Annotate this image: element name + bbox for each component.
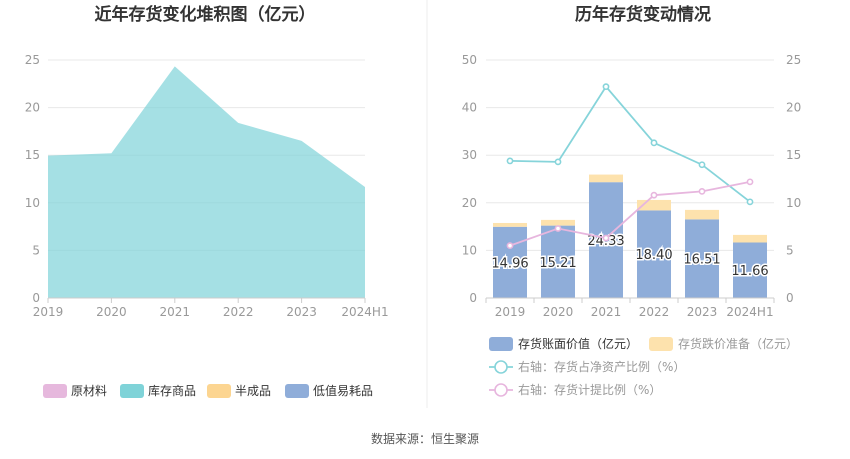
series-line bbox=[509, 180, 751, 247]
bar bbox=[733, 234, 767, 243]
right-left-y-tick-label: 10 bbox=[462, 243, 477, 257]
left-y-tick-label: 20 bbox=[25, 101, 40, 115]
left-x-tick-label: 2019 bbox=[33, 305, 64, 319]
left-x-tick-label: 2020 bbox=[96, 305, 127, 319]
line-point bbox=[698, 187, 706, 195]
right-x-axis: 2019 2020 2021 2022 2023 2024H1 bbox=[485, 297, 775, 319]
legend-swatch bbox=[489, 337, 513, 351]
line-point bbox=[506, 157, 514, 165]
right-right-y-tick-label: 5 bbox=[786, 243, 794, 257]
legend-label: 半成品 bbox=[235, 384, 271, 398]
left-y-tick-label: 25 bbox=[25, 53, 40, 67]
legend-label: 原材料 bbox=[71, 384, 107, 398]
right-left-y-tick-label: 50 bbox=[462, 53, 477, 67]
bar bbox=[541, 219, 575, 226]
line-point bbox=[746, 178, 754, 186]
right-right-y-tick-label: 15 bbox=[786, 148, 801, 162]
legend-label: 右轴：存货占净资产比例（%） bbox=[518, 359, 685, 374]
bar bbox=[541, 225, 575, 298]
legend-label: 库存商品 bbox=[148, 383, 196, 398]
right-left-y-tick-label: 20 bbox=[462, 196, 477, 210]
legend-swatch bbox=[285, 384, 309, 398]
right-x-tick-label: 2024H1 bbox=[726, 305, 773, 319]
bar-data-label: 24.33 bbox=[587, 234, 624, 249]
left-y-tick-label: 10 bbox=[25, 196, 40, 210]
line-point bbox=[650, 139, 658, 147]
right-left-y-tick-label: 30 bbox=[462, 148, 477, 162]
line-point bbox=[746, 198, 754, 206]
line-point bbox=[506, 242, 514, 250]
legend-marker bbox=[494, 383, 508, 397]
bar-data-label: 16.51 bbox=[683, 253, 720, 268]
left-chart-title: 近年存货变化堆积图（亿元） bbox=[95, 4, 316, 25]
bar bbox=[733, 242, 767, 298]
right-x-tick-label: 2019 bbox=[495, 305, 526, 319]
right-right-y-tick-label: 10 bbox=[786, 196, 801, 210]
right-x-tick-label: 2023 bbox=[687, 305, 718, 319]
left-x-axis: 2019 2020 2021 2022 2023 2024H1 bbox=[33, 297, 389, 319]
left-x-tick-label: 2023 bbox=[286, 305, 317, 319]
right-bar-layer: 14.96 15.21 24.33 18.40 16.51 11.66 bbox=[490, 174, 770, 298]
legend-label: 低值易耗品 bbox=[313, 383, 373, 398]
legend-label: 右轴：存货计提比例（%） bbox=[518, 382, 661, 397]
right-left-y-tick-label: 40 bbox=[462, 101, 477, 115]
right-right-y-tick-label: 0 bbox=[786, 291, 794, 305]
line-point bbox=[698, 161, 706, 169]
left-y-tick-label: 5 bbox=[32, 243, 40, 257]
right-line-layer bbox=[506, 83, 754, 250]
line-point bbox=[554, 225, 562, 232]
legend-label: 存货跌价准备（亿元） bbox=[678, 336, 798, 351]
legend-label: 存货账面价值（亿元） bbox=[518, 336, 638, 351]
legend-marker bbox=[494, 360, 508, 374]
bar bbox=[589, 174, 623, 183]
left-y-tick-label: 0 bbox=[32, 291, 40, 305]
line-point bbox=[554, 158, 562, 166]
bar-data-label: 18.40 bbox=[635, 248, 672, 263]
legend-swatch bbox=[649, 337, 673, 351]
left-x-tick-label: 2021 bbox=[160, 305, 191, 319]
left-area-layer bbox=[48, 66, 365, 298]
right-chart-title: 历年存货变动情况 bbox=[575, 4, 711, 25]
left-x-tick-label: 2022 bbox=[223, 305, 254, 319]
right-legend: 存货账面价值（亿元） 存货跌价准备（亿元） 右轴：存货占净资产比例（%） 右轴：存货计… bbox=[489, 336, 798, 397]
line-point bbox=[602, 83, 610, 91]
bar-data-label: 15.21 bbox=[539, 256, 576, 271]
legend-swatch bbox=[43, 384, 67, 398]
right-x-tick-label: 2022 bbox=[639, 305, 670, 319]
series-line bbox=[509, 85, 751, 203]
left-legend: 原材料 库存商品 半成品 低值易耗品 bbox=[43, 383, 373, 398]
bar-data-label: 14.96 bbox=[491, 256, 528, 271]
bar bbox=[685, 219, 719, 298]
bar bbox=[685, 209, 719, 220]
right-right-y-tick-label: 25 bbox=[786, 53, 801, 67]
right-left-y-tick-label: 0 bbox=[469, 291, 477, 305]
bar bbox=[637, 210, 671, 298]
line-point bbox=[650, 191, 658, 199]
right-x-tick-label: 2021 bbox=[591, 305, 622, 319]
data-source: 数据来源：恒生聚源 bbox=[371, 431, 479, 446]
bar bbox=[493, 222, 527, 227]
left-x-tick-label: 2024H1 bbox=[341, 305, 388, 319]
left-y-tick-label: 15 bbox=[25, 148, 40, 162]
bar bbox=[493, 226, 527, 298]
right-right-y-tick-label: 20 bbox=[786, 101, 801, 115]
bar-data-label: 11.66 bbox=[731, 264, 768, 279]
area-series bbox=[48, 66, 365, 298]
bar bbox=[637, 199, 671, 211]
legend-swatch bbox=[207, 384, 231, 398]
line-point bbox=[602, 234, 610, 242]
legend-swatch bbox=[120, 384, 144, 398]
right-x-tick-label: 2020 bbox=[543, 305, 574, 319]
